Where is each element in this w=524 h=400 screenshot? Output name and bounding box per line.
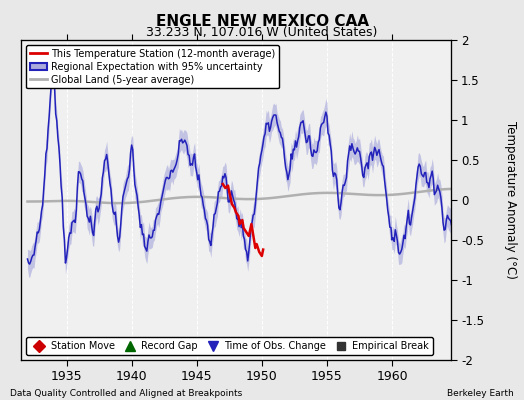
Legend: Station Move, Record Gap, Time of Obs. Change, Empirical Break: Station Move, Record Gap, Time of Obs. C… [26,337,433,355]
Text: ENGLE NEW MEXICO CAA: ENGLE NEW MEXICO CAA [156,14,368,29]
Y-axis label: Temperature Anomaly (°C): Temperature Anomaly (°C) [504,121,517,279]
Text: 33.233 N, 107.016 W (United States): 33.233 N, 107.016 W (United States) [146,26,378,39]
Text: Berkeley Earth: Berkeley Earth [447,389,514,398]
Text: Data Quality Controlled and Aligned at Breakpoints: Data Quality Controlled and Aligned at B… [10,389,243,398]
